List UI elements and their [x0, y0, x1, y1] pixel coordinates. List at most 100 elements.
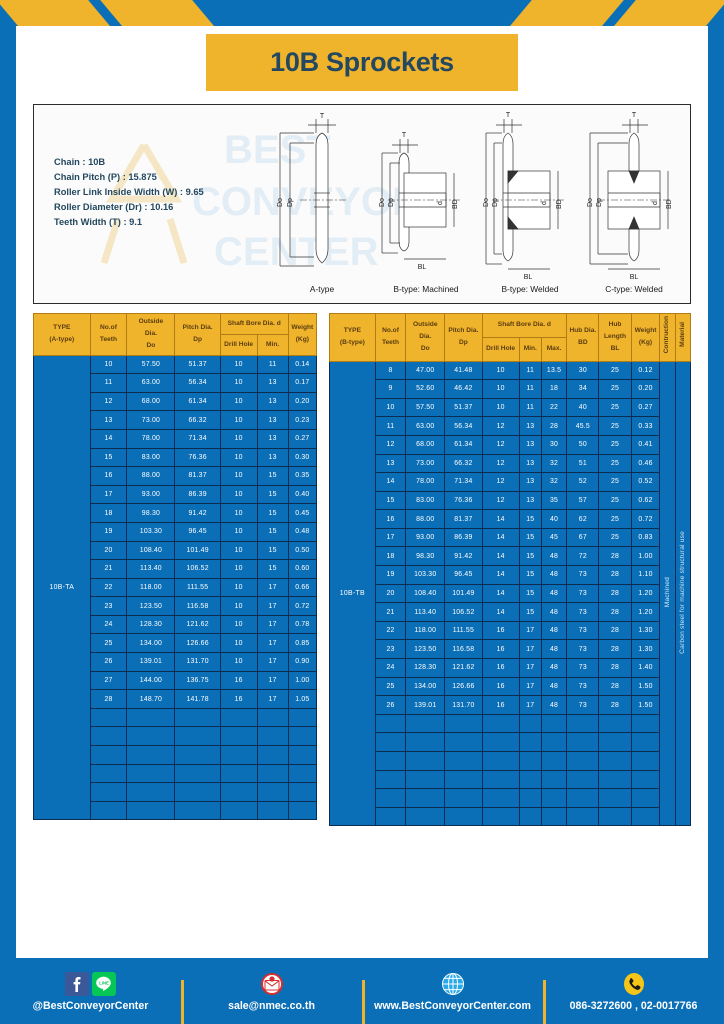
cell-min-: 15 — [518, 583, 542, 604]
table-row[interactable]: 10B-TB 8 47.00 41.48 10 11 13.5 30 25 0.12 Machine… — [329, 360, 692, 827]
svg-text:BL: BL — [524, 274, 533, 281]
th-type: TYPE (B-type) — [329, 313, 376, 362]
table-b-type-wrapper: TYPE (B-type) No.of Teeth Outside Dia. D… — [329, 313, 692, 827]
cell-hub-length-bl: 25 — [598, 490, 632, 511]
cell-pitch-dia-dp: 56.34 — [444, 416, 483, 436]
table-row-blank[interactable] — [34, 763, 318, 784]
cell-outside-dia-do: 148.70 — [126, 689, 176, 709]
footer-item-phone[interactable]: 086-3272600 , 02-0017766 — [543, 971, 724, 1024]
cell-blank — [89, 726, 128, 747]
table-row[interactable]: 12 68.00 61.34 12 13 30 50 25 0.41 — [330, 434, 691, 455]
cell-drill-hole: 10 — [219, 354, 258, 375]
cell-hub-dia-bd: 73 — [566, 583, 600, 604]
table-row[interactable]: 18 98.30 91.42 14 15 48 72 28 1.00 — [330, 546, 691, 567]
table-row[interactable]: 14 78.00 71.34 12 13 32 52 25 0.52 — [330, 472, 691, 492]
table-row-blank[interactable] — [330, 713, 691, 734]
table-row[interactable]: 15 83.00 76.36 12 13 35 57 25 0.62 — [330, 490, 691, 511]
facebook-icon[interactable] — [65, 971, 89, 996]
globe-icon[interactable] — [441, 972, 465, 996]
cell-outside-dia-do: 63.00 — [126, 373, 176, 393]
table-row[interactable]: 10 57.50 51.37 10 11 22 40 25 0.27 — [330, 397, 691, 418]
table-row[interactable]: 27 144.00 136.75 16 17 1.00 — [34, 670, 318, 691]
email-icon[interactable] — [260, 972, 284, 996]
table-row-blank[interactable] — [330, 788, 691, 808]
table-row-blank[interactable] — [330, 732, 691, 753]
table-row-blank[interactable] — [330, 769, 691, 790]
diagram-b-welded: T Do Dp d BD BL B-type: Welded — [478, 109, 582, 301]
table-row[interactable]: 20 108.40 101.49 10 15 0.50 — [34, 540, 318, 561]
cell-outside-dia-do: 83.00 — [126, 447, 176, 468]
table-row[interactable]: 19 103.30 96.45 10 15 0.48 — [34, 521, 318, 542]
table-row[interactable]: 19 103.30 96.45 14 15 48 73 28 1.10 — [330, 565, 691, 585]
table-row-blank[interactable] — [330, 751, 691, 771]
table-row[interactable]: 12 68.00 61.34 10 13 0.20 — [34, 391, 318, 412]
cell-drill-hole: 10 — [481, 360, 520, 381]
table-row-blank[interactable] — [34, 800, 318, 821]
cell-no-of-teeth: 21 — [374, 602, 407, 622]
table-row[interactable]: 14 78.00 71.34 10 13 0.27 — [34, 428, 318, 449]
cell-weight-kg-: 0.46 — [630, 453, 661, 474]
cell-min-: 17 — [518, 695, 542, 715]
cell-blank — [598, 732, 632, 753]
cell-drill-hole: 10 — [219, 540, 258, 561]
table-row[interactable]: 25 134.00 126.66 16 17 48 73 28 1.50 — [330, 676, 691, 697]
th-teeth-sub: Teeth — [99, 336, 118, 344]
cell-hub-dia-bd: 62 — [566, 509, 600, 529]
table-row[interactable]: 24 128.30 121.62 16 17 48 73 28 1.40 — [330, 658, 691, 678]
table-row[interactable]: 11 63.00 56.34 10 13 0.17 — [34, 373, 318, 393]
footer-item-email[interactable]: sale@nmec.co.th — [181, 971, 362, 1024]
svg-text:T: T — [506, 112, 511, 119]
table-row[interactable]: 17 93.00 86.39 14 15 45 67 25 0.83 — [330, 527, 691, 548]
table-row[interactable]: 21 113.40 106.52 14 15 48 73 28 1.20 — [330, 602, 691, 622]
table-row[interactable]: 21 113.40 106.52 10 15 0.60 — [34, 559, 318, 579]
svg-text:Dp: Dp — [596, 198, 603, 207]
table-row-blank[interactable] — [34, 726, 318, 747]
cell-weight-kg-: 0.30 — [287, 447, 318, 468]
phone-icon[interactable] — [622, 972, 646, 996]
table-row[interactable]: 22 118.00 111.55 16 17 48 73 28 1.30 — [330, 620, 691, 641]
diagram-label: B-type: Welded — [501, 284, 559, 294]
cell-max-: 45 — [540, 527, 568, 548]
footer-item-website[interactable]: www.BestConveyorCenter.com — [362, 971, 543, 1024]
table-row[interactable]: 15 83.00 76.36 10 13 0.30 — [34, 447, 318, 468]
table-row[interactable]: 13 73.00 66.32 10 13 0.23 — [34, 410, 318, 430]
table-row[interactable]: 20 108.40 101.49 14 15 48 73 28 1.20 — [330, 583, 691, 604]
table-row[interactable]: 22 118.00 111.55 10 17 0.66 — [34, 577, 318, 598]
table-row[interactable]: 13 73.00 66.32 12 13 32 51 25 0.46 — [330, 453, 691, 474]
cell-outside-dia-do: 88.00 — [405, 509, 446, 529]
table-row[interactable]: 26 139.01 131.70 10 17 0.90 — [34, 652, 318, 672]
footer-icons — [441, 971, 465, 997]
table-row[interactable]: 24 128.30 121.62 10 17 0.78 — [34, 614, 318, 635]
table-row[interactable]: 11 63.00 56.34 12 13 28 45.5 25 0.33 — [330, 416, 691, 436]
line-icon[interactable]: LINE — [92, 971, 116, 996]
table-row[interactable]: 10B-TA 10 57.50 51.37 10 11 0.14 — [33, 354, 318, 821]
spec-line-pitch: Chain Pitch (P) : 15.875 — [54, 172, 157, 183]
table-a-type: TYPE (A-type) No.of Teeth Outside Dia. D… — [33, 313, 318, 821]
c-welded-drawing: T Do Dp d BD BL — [587, 112, 673, 281]
table-row[interactable]: 26 139.01 131.70 16 17 48 73 28 1.50 — [330, 695, 691, 715]
cell-no-of-teeth: 20 — [374, 583, 407, 604]
footer-item-facebook[interactable]: LINE @BestConveyorCenter — [0, 971, 181, 1012]
table-row[interactable]: 9 52.60 46.42 10 11 18 34 25 0.20 — [330, 379, 691, 399]
table-row-blank[interactable] — [34, 707, 318, 728]
cell-weight-kg-: 0.85 — [287, 633, 318, 654]
table-row[interactable]: 28 148.70 141.78 16 17 1.05 — [34, 689, 318, 709]
cell-no-of-teeth: 28 — [89, 689, 128, 709]
cell-outside-dia-do: 128.30 — [405, 658, 446, 678]
cell-outside-dia-do: 88.00 — [126, 466, 176, 486]
table-row[interactable]: 16 88.00 81.37 10 15 0.35 — [34, 466, 318, 486]
table-row[interactable]: 16 88.00 81.37 14 15 40 62 25 0.72 — [330, 509, 691, 529]
table-row-blank[interactable] — [330, 806, 691, 827]
table-row[interactable]: 17 93.00 86.39 10 15 0.40 — [34, 484, 318, 505]
cell-outside-dia-do: 139.01 — [126, 652, 176, 672]
th-hubdia-sub: BD — [578, 339, 588, 347]
table-row[interactable]: 23 123.50 116.58 16 17 48 73 28 1.30 — [330, 639, 691, 660]
spec-line-chain: Chain : 10B — [54, 157, 106, 167]
cell-blank — [89, 763, 128, 784]
diagram-b-machined: T Do Dp d BD BL B-type: Machined — [374, 109, 478, 301]
cell-min-: 15 — [518, 509, 542, 529]
cell-blank — [287, 763, 318, 784]
cell-outside-dia-do: 134.00 — [126, 633, 176, 654]
table-row[interactable]: 25 134.00 126.66 10 17 0.85 — [34, 633, 318, 654]
